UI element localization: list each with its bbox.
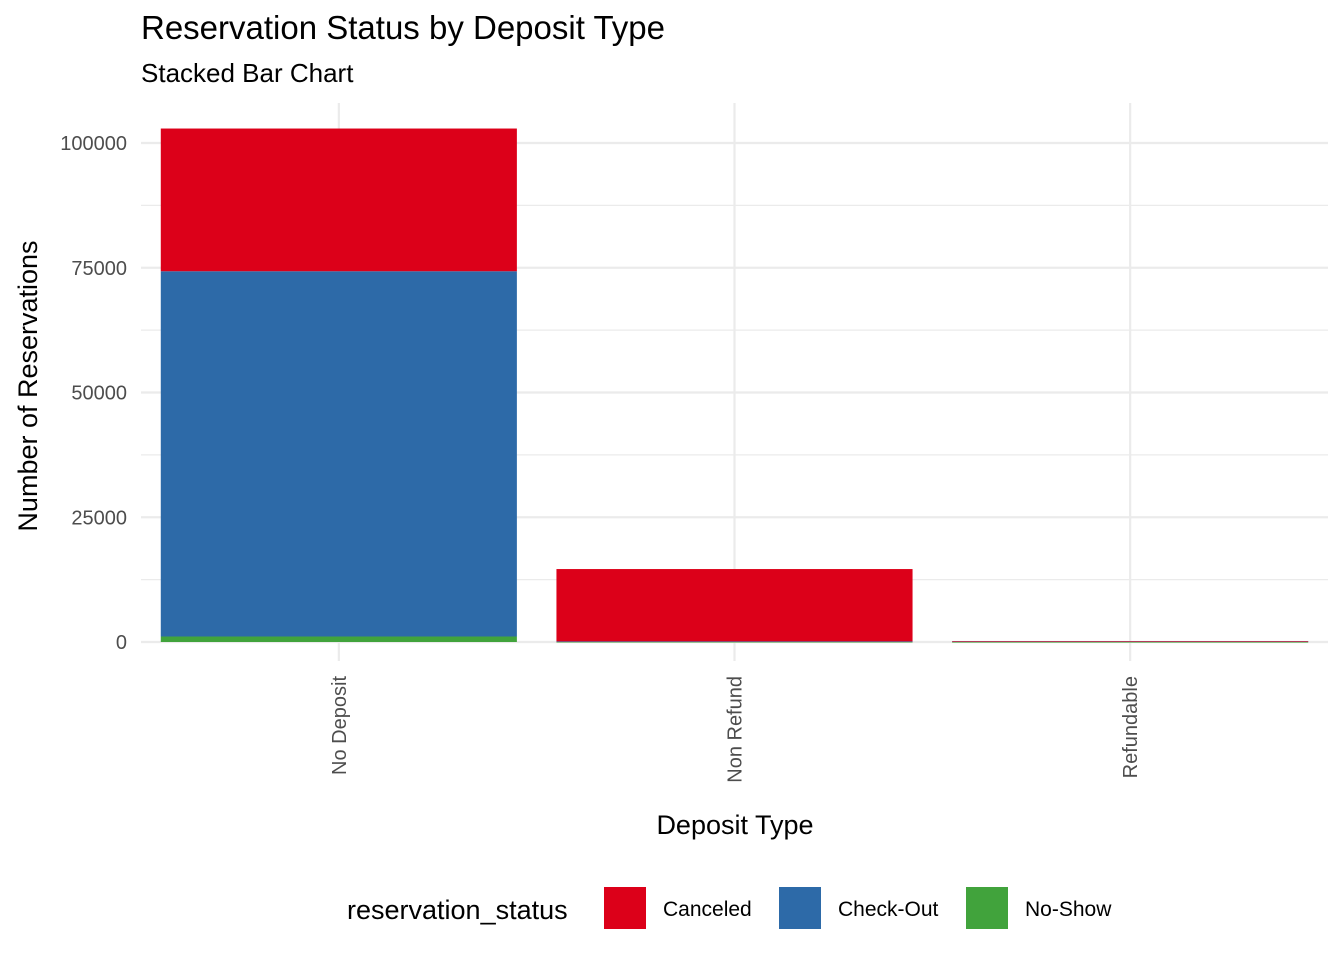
bar-no-show (556, 641, 913, 643)
legend-title: reservation_status (347, 895, 568, 925)
bar-no-show (160, 636, 517, 642)
bars (160, 128, 1309, 643)
legend-swatch-canceled (604, 887, 646, 929)
legend-label: No-Show (1025, 898, 1112, 921)
legend-swatch-check-out (779, 887, 821, 929)
y-axis-ticks: 0 25000 50000 75000 100000 (60, 133, 127, 654)
y-tick-label: 50000 (71, 383, 127, 405)
bar-canceled (952, 641, 1309, 642)
plot-area: 0 25000 50000 75000 100000 No Deposit Non Ref… (13, 103, 1328, 840)
legend: reservation_status Canceled Check-Out No-S… (347, 887, 1112, 929)
y-tick-label: 100000 (60, 133, 127, 155)
y-tick-label: 25000 (71, 507, 127, 529)
x-tick-label: Non Refund (725, 676, 747, 783)
legend-label: Check-Out (838, 898, 939, 921)
x-axis-ticks: No Deposit Non Refund Refundable (329, 676, 1142, 783)
bar-check-out (556, 641, 913, 643)
bar-canceled (556, 569, 913, 642)
bar-no-show (952, 641, 1309, 643)
legend-items: Canceled Check-Out No-Show (604, 887, 1112, 929)
legend-swatch-no-show (966, 887, 1008, 929)
x-tick-label: Refundable (1120, 676, 1142, 778)
y-axis-title: Number of Reservations (13, 240, 43, 531)
bar-check-out (160, 271, 517, 637)
y-tick-label: 0 (116, 632, 127, 654)
x-axis-title: Deposit Type (656, 810, 813, 840)
legend-label: Canceled (663, 898, 752, 921)
y-tick-label: 75000 (71, 258, 127, 280)
bar-canceled (160, 128, 517, 272)
x-tick-label: No Deposit (329, 676, 351, 775)
chart-title: Reservation Status by Deposit Type (141, 9, 666, 46)
chart-subtitle: Stacked Bar Chart (141, 58, 354, 88)
